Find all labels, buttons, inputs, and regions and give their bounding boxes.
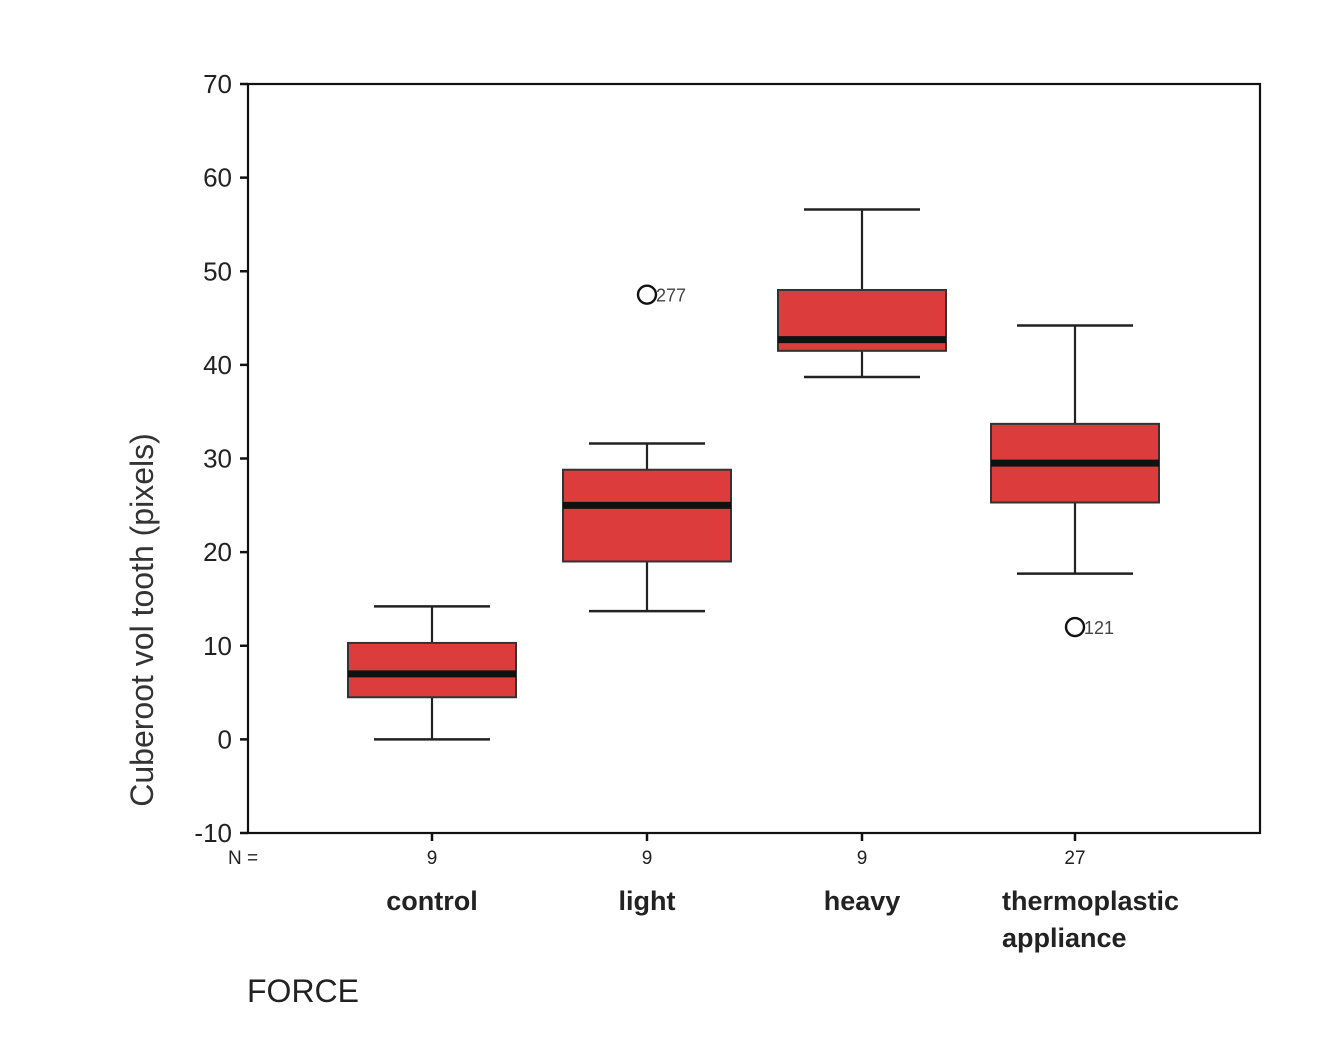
category-label: thermoplastic xyxy=(1002,886,1179,916)
category-label: control xyxy=(386,886,478,916)
outlier-label: 277 xyxy=(656,286,686,306)
y-tick-label: 20 xyxy=(203,537,232,567)
category-label: appliance xyxy=(1002,923,1127,953)
y-tick-label: 10 xyxy=(203,631,232,661)
n-count-label: 9 xyxy=(857,848,868,869)
x-axis-title: FORCE xyxy=(247,973,359,1009)
box-group: 121 xyxy=(990,324,1160,841)
outlier-point xyxy=(1064,616,1086,638)
y-tick-label: -10 xyxy=(194,818,232,848)
category-label: light xyxy=(619,886,676,916)
y-tick-label: 30 xyxy=(203,444,232,474)
n-count-label: 9 xyxy=(642,848,653,869)
outlier-label: 121 xyxy=(1084,618,1114,638)
y-tick-label: 50 xyxy=(203,256,232,286)
n-label: N = xyxy=(228,848,258,869)
box-group xyxy=(777,208,947,841)
iqr-box xyxy=(347,641,517,699)
y-tick-label: 60 xyxy=(203,163,232,193)
y-tick-label: 40 xyxy=(203,350,232,380)
n-count-label: 9 xyxy=(427,848,438,869)
category-label: heavy xyxy=(824,886,901,916)
box-group xyxy=(347,605,517,841)
y-axis-title: Cuberoot vol tooth (pixels) xyxy=(124,433,160,807)
y-tick-label: 0 xyxy=(218,724,232,754)
n-count-label: 27 xyxy=(1064,848,1085,869)
y-tick-label: 70 xyxy=(203,69,232,99)
box-group: 277 xyxy=(562,284,732,841)
iqr-box xyxy=(562,468,732,563)
outlier-point xyxy=(636,284,658,305)
